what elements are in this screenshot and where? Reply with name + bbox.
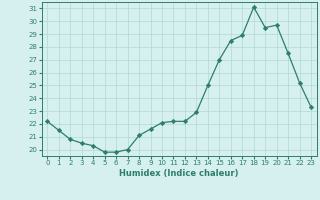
X-axis label: Humidex (Indice chaleur): Humidex (Indice chaleur) [119, 169, 239, 178]
